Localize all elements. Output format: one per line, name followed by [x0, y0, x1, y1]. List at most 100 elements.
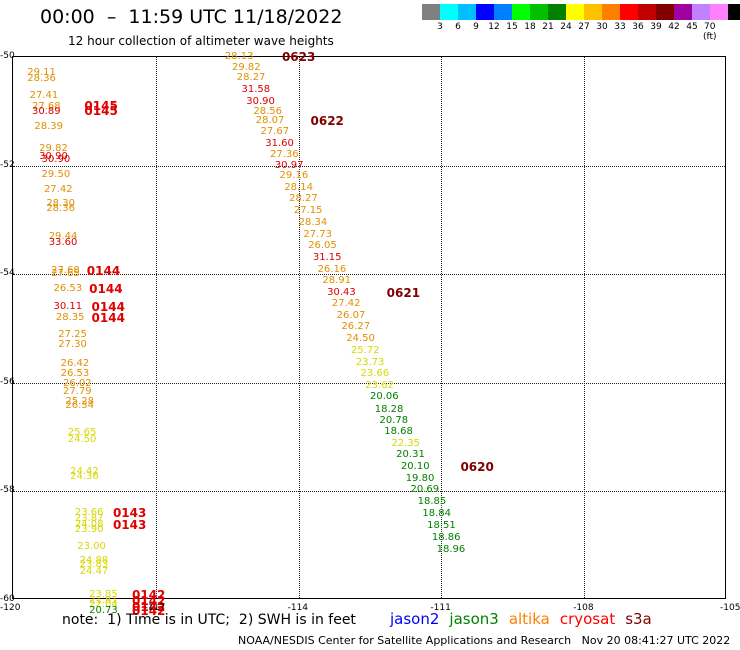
color-swatch: [692, 4, 710, 20]
wave-height-label: 20.31: [396, 449, 425, 461]
wave-height-label: 18.68: [384, 425, 413, 437]
wave-height-label: 27.25: [58, 329, 87, 341]
color-swatch: [620, 4, 638, 20]
color-swatch: [656, 4, 674, 20]
pass-time-label: 0142: [132, 587, 166, 602]
wave-height-label: 29.50: [41, 168, 71, 180]
wave-height-label: 30.97: [274, 159, 304, 171]
wave-height-label: 25.65: [67, 426, 97, 438]
wave-height-label: 24.42: [70, 466, 99, 478]
color-scale-label: 9: [473, 22, 479, 32]
wave-height-label: 23.62: [365, 379, 394, 391]
footer-credit: NOAA/NESDIS Center for Satellite Applica…: [238, 634, 730, 647]
wave-height-label: 28.34: [298, 216, 328, 228]
color-swatch: [422, 4, 440, 20]
wave-height-label: 28.56: [253, 106, 283, 118]
wave-height-label: 26.07: [336, 310, 366, 321]
map-plot-area[interactable]: 29.11 28.36 27.41 27.68 30.89 28.39 29.82 30.90…: [12, 51, 726, 617]
color-swatch: [584, 4, 602, 20]
color-scale-label: 6: [455, 22, 461, 32]
color-swatch: [566, 4, 584, 20]
wave-height-label: 27.65: [51, 268, 80, 280]
wave-height-label: 28.27: [289, 193, 318, 205]
wave-height-label: 23.87: [74, 512, 104, 524]
grid-line-vertical: [155, 57, 157, 598]
pass-time-label: 0142: [132, 594, 166, 609]
lon-tick-label: -105: [720, 603, 740, 613]
wave-height-label: 26.27: [341, 320, 371, 332]
legend-cryosat: cryosat: [559, 610, 616, 628]
pass-time-label: 0622: [310, 113, 344, 128]
wave-height-label: 23.66: [74, 507, 104, 519]
legend-altika: altika: [508, 610, 550, 628]
color-swatch: [440, 4, 458, 20]
wave-height-label: 28.30: [46, 197, 75, 209]
wave-height-label: 27.36: [270, 148, 299, 160]
color-scale-label: 33: [614, 22, 626, 32]
wave-height-label: 27.30: [58, 338, 87, 350]
wave-height-label: 22.04: [89, 599, 118, 611]
wave-height-label: 33.60: [48, 236, 78, 248]
wave-height-label: 20.78: [379, 414, 409, 426]
pass-time-label: 0142: [132, 599, 166, 614]
wave-height-label: 21.81: [89, 595, 118, 607]
wave-height-label: 31.15: [312, 251, 342, 263]
wave-height-label: 23.85: [89, 588, 118, 600]
wave-height-label: 28.13: [224, 51, 254, 62]
grid-line-vertical: [584, 57, 586, 598]
page-subtitle: 12 hour collection of altimeter wave hei…: [68, 34, 334, 48]
wave-height-label: 18.86: [431, 531, 461, 543]
wave-height-label: 28.91: [322, 274, 352, 286]
wave-height-label: 28.14: [284, 182, 313, 194]
wave-height-label: 28.36: [46, 203, 75, 215]
pass-time-label: 0621: [386, 286, 421, 301]
wave-height-label: 30.90: [41, 154, 71, 166]
lat-tick-label: -54: [0, 268, 15, 279]
wave-height-label: 27.67: [260, 125, 290, 137]
color-scale-label: 15: [506, 22, 518, 32]
color-swatch: [458, 4, 476, 20]
color-swatch: [674, 4, 692, 20]
color-scale-label: 18: [524, 22, 536, 32]
wave-height-label: 27.68: [32, 100, 61, 112]
wave-height-label: 24.50: [67, 434, 97, 446]
wave-height-label: 29.44: [48, 231, 78, 243]
lon-tick-label: -117: [144, 603, 166, 613]
wave-height-label: 18.28: [374, 403, 404, 415]
wave-height-label: 28.27: [236, 71, 266, 83]
wave-height-label: 27.73: [303, 228, 332, 240]
wave-height-label: 24.88: [79, 554, 109, 566]
wave-height-label: 18.96: [436, 543, 466, 555]
color-scale-bar: [422, 4, 740, 20]
wave-height-label: 20.10: [400, 460, 430, 472]
lat-tick-label: -52: [0, 159, 15, 170]
legend-jason3: jason3: [449, 610, 499, 628]
grid-line-vertical: [298, 57, 300, 598]
footer-source: NOAA/NESDIS Center for Satellite Applica…: [238, 634, 572, 647]
page-title: 00:00 – 11:59 UTC 11/18/2022: [40, 6, 343, 28]
wave-height-label: 24.36: [70, 470, 99, 482]
color-swatch: [512, 4, 530, 20]
pass-time-label: 0623: [281, 50, 316, 64]
wave-height-label: 23.90: [74, 524, 104, 536]
wave-height-label: 30.90: [39, 151, 68, 163]
wave-height-label: 26.16: [317, 263, 347, 275]
wave-height-label: 27.79: [62, 386, 92, 398]
color-swatch: [494, 4, 512, 20]
wave-height-label: 27.42: [331, 298, 361, 310]
color-scale-label: 39: [650, 22, 662, 32]
pass-time-label: 0144: [86, 264, 121, 279]
wave-height-label: 27.41: [29, 90, 59, 102]
color-scale-label: 36: [632, 22, 644, 32]
wave-height-label: 26.34: [65, 400, 94, 412]
color-swatch: [728, 4, 740, 20]
color-swatch: [602, 4, 620, 20]
pass-time-label: 0143: [112, 518, 147, 533]
pass-time-label: 0144: [91, 310, 125, 325]
footer-timestamp: Nov 20 08:41:27 UTC 2022: [581, 634, 731, 647]
pass-time-label: 0144: [89, 282, 123, 297]
color-scale-label: 45: [686, 22, 698, 32]
wave-height-label: 28.07: [255, 114, 285, 126]
grid-line-horizontal: [13, 165, 725, 167]
wave-height-label: 27.42: [43, 184, 73, 196]
